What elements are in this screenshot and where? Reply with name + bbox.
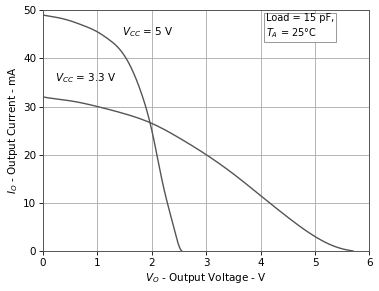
Y-axis label: $I_O$ - Output Current - mA: $I_O$ - Output Current - mA	[6, 67, 20, 194]
X-axis label: $V_O$ - Output Voltage - V: $V_O$ - Output Voltage - V	[145, 271, 267, 285]
Text: Load = 15 pF,
$T_A$ = 25°C: Load = 15 pF, $T_A$ = 25°C	[266, 13, 334, 40]
Text: $V_{CC}$ = 5 V: $V_{CC}$ = 5 V	[122, 25, 174, 39]
Text: $V_{CC}$ = 3.3 V: $V_{CC}$ = 3.3 V	[55, 71, 117, 85]
